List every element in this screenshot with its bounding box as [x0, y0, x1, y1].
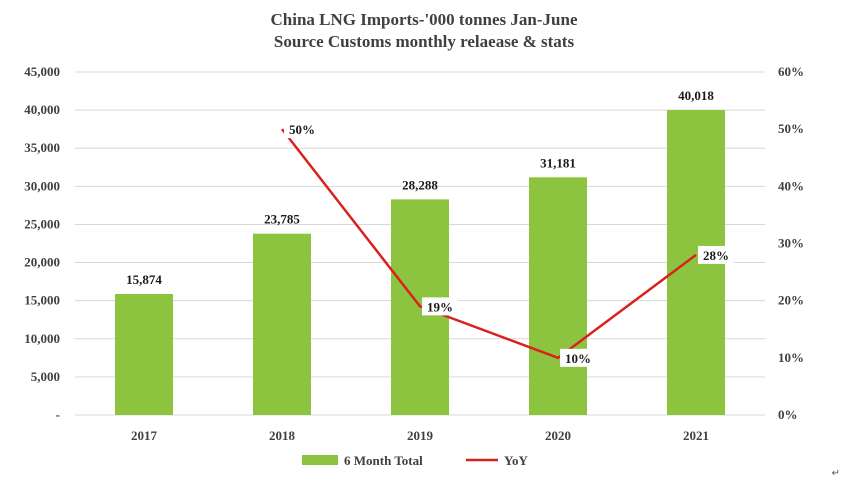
chart-title: China LNG Imports-'000 tonnes Jan-June: [270, 10, 578, 29]
legend-label-line: YoY: [504, 453, 528, 468]
y-left-tick-label: -: [56, 407, 60, 422]
yoy-line: [281, 128, 697, 360]
y-left-tick-label: 35,000: [24, 140, 60, 155]
bar-2020: [529, 177, 587, 415]
x-tick-label: 2020: [545, 428, 571, 443]
y-left-tick-label: 15,000: [24, 293, 60, 308]
bar-value-label: 15,874: [126, 272, 162, 287]
x-tick-label: 2018: [269, 428, 296, 443]
y-left-tick-label: 10,000: [24, 331, 60, 346]
y-right-tick-label: 10%: [778, 350, 804, 365]
yoy-label-background: [422, 297, 458, 316]
yoy-label-background: [560, 348, 596, 367]
y-left-tick-label: 30,000: [24, 178, 60, 193]
yoy-label-background: [284, 120, 320, 139]
bar-value-label: 31,181: [540, 155, 576, 170]
y-right-tick-label: 20%: [778, 293, 804, 308]
y-right-tick-label: 30%: [778, 236, 804, 251]
y-left-tick-label: 5,000: [31, 369, 60, 384]
bar-value-label: 23,785: [264, 212, 300, 227]
bar-value-label: 40,018: [678, 88, 714, 103]
y-right-tick-label: 50%: [778, 121, 804, 136]
corner-mark: ↵: [831, 468, 840, 479]
y-right-tick-label: 0%: [778, 407, 798, 422]
y-left-tick-label: 25,000: [24, 216, 60, 231]
bar-2017: [115, 294, 173, 415]
bar-value-label: 28,288: [402, 177, 438, 192]
legend-swatch-bar: [302, 455, 338, 465]
yoy-value-label: 28%: [703, 248, 729, 263]
chart-subtitle: Source Customs monthly relaease & stats: [273, 32, 575, 51]
x-tick-label: 2019: [407, 428, 434, 443]
legend-label-bar: 6 Month Total: [344, 453, 423, 468]
yoy-value-label: 50%: [289, 122, 315, 137]
yoy-value-label: 19%: [427, 299, 453, 314]
bar-2018: [253, 233, 311, 415]
y-left-tick-label: 40,000: [24, 102, 60, 117]
yoy-value-label: 10%: [565, 351, 591, 366]
y-right-tick-label: 40%: [778, 178, 804, 193]
x-tick-label: 2021: [683, 428, 709, 443]
y-left-tick-label: 45,000: [24, 64, 60, 79]
x-tick-label: 2017: [131, 428, 158, 443]
yoy-label-background: [698, 245, 734, 264]
y-left-tick-label: 20,000: [24, 255, 60, 270]
y-right-tick-label: 60%: [778, 64, 804, 79]
